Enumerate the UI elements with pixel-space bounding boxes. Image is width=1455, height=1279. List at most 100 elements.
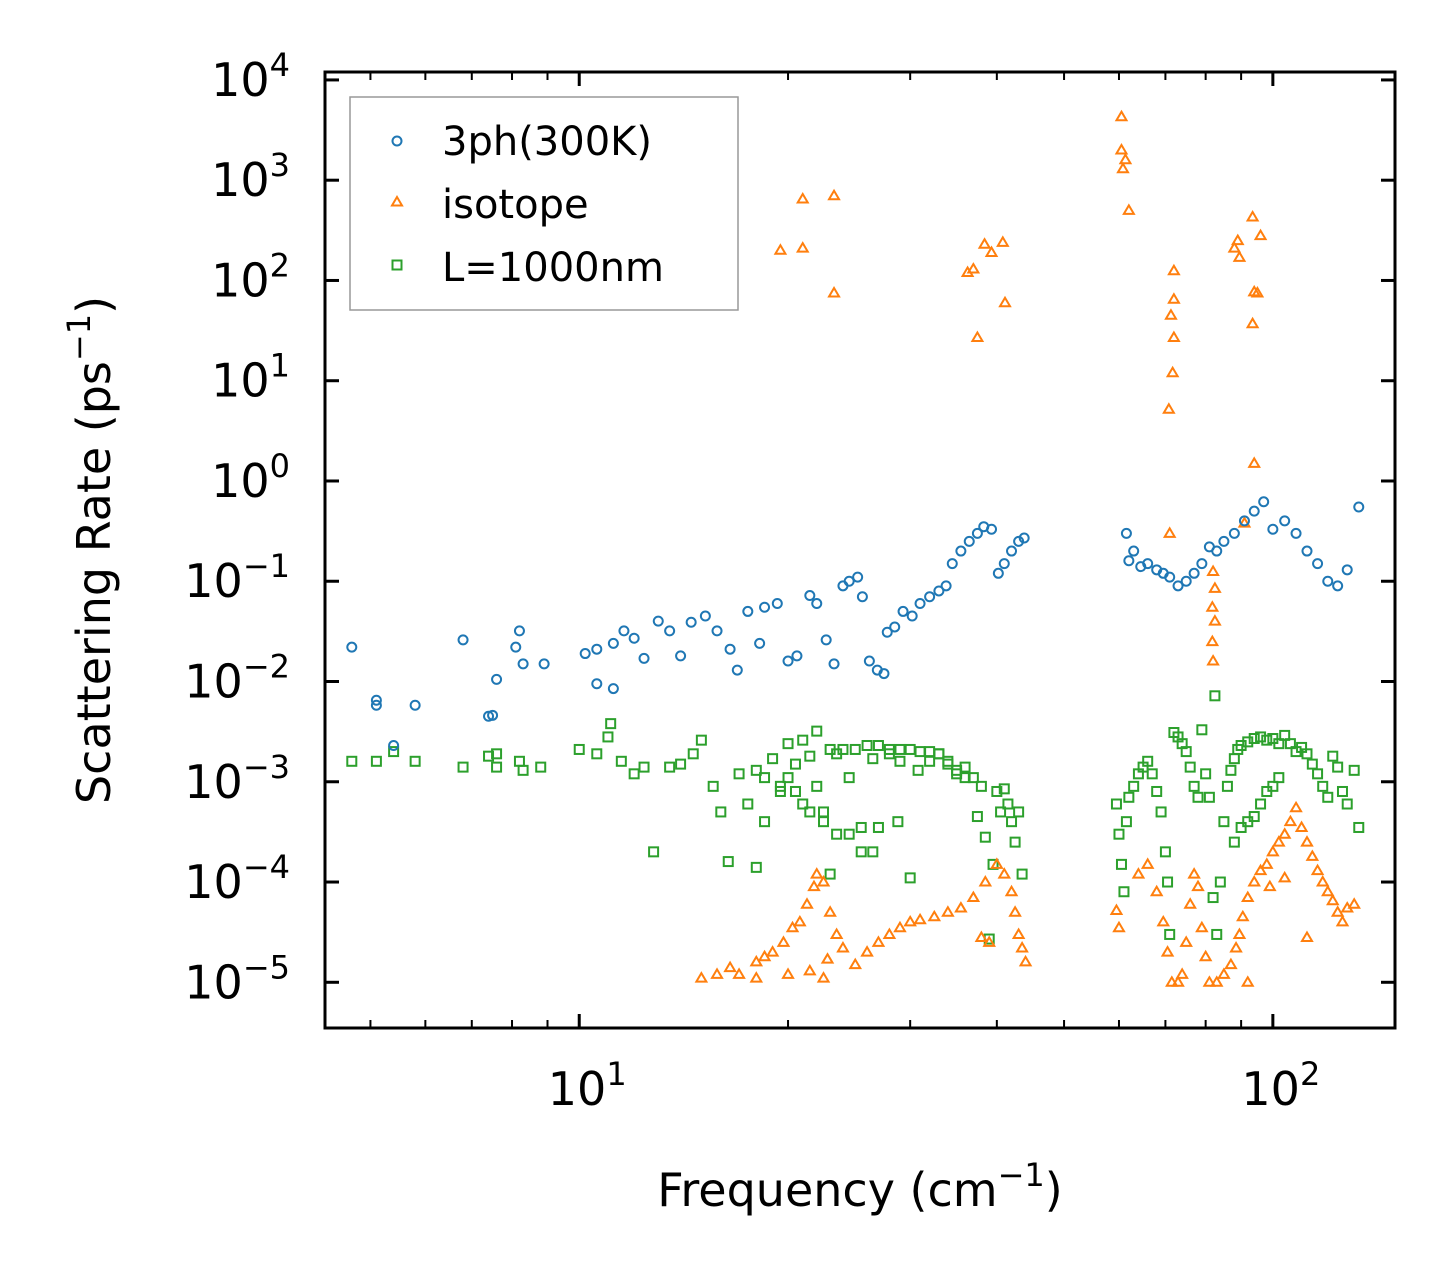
data-point-boundary (1159, 846, 1171, 858)
data-point-boundary (675, 758, 687, 770)
data-point-isotope (848, 957, 863, 970)
data-point-3ph (856, 591, 868, 603)
data-point-isotope (1247, 875, 1261, 887)
data-point-isotope (1253, 863, 1268, 876)
data-point-isotope (1202, 975, 1217, 987)
data-point-isotope (781, 967, 795, 979)
data-point-boundary (1113, 828, 1125, 840)
data-point-isotope (1179, 935, 1193, 947)
data-point-isotope (1167, 330, 1181, 342)
x-tick-label: 101 (548, 1055, 627, 1116)
data-point-isotope (1118, 152, 1133, 165)
data-point-isotope (941, 905, 955, 917)
data-point-boundary (1348, 764, 1360, 776)
series-L=1000nm (346, 690, 1365, 945)
data-point-3ph (828, 658, 840, 670)
data-point-isotope (1208, 581, 1222, 593)
data-point-isotope (816, 875, 831, 887)
data-point-boundary (1273, 772, 1285, 784)
data-point-isotope (1206, 654, 1220, 666)
axis-ticks (325, 72, 1395, 1028)
data-point-isotope (860, 945, 874, 957)
data-point-boundary (759, 816, 771, 828)
data-point-isotope (793, 914, 807, 927)
data-point-boundary (1221, 780, 1233, 792)
data-point-boundary (843, 828, 855, 840)
data-point-isotope (1165, 365, 1180, 378)
data-point-3ph (652, 615, 664, 627)
data-point-boundary (742, 798, 754, 810)
data-point-isotope (732, 967, 746, 979)
data-point-3ph (759, 601, 771, 613)
data-point-3ph (1128, 545, 1140, 557)
data-point-boundary (1155, 806, 1167, 818)
data-point-boundary (789, 758, 801, 770)
data-point-boundary (883, 743, 895, 755)
data-point-boundary (872, 739, 884, 751)
data-point-boundary (892, 816, 904, 828)
data-point-3ph (906, 610, 918, 622)
data-point-boundary (1327, 750, 1339, 762)
data-point-boundary (867, 846, 879, 858)
data-point-isotope (996, 235, 1010, 247)
data-point-isotope (978, 875, 993, 887)
data-point-boundary (951, 764, 963, 776)
data-point-boundary (1267, 780, 1279, 792)
data-point-isotope (816, 971, 831, 983)
data-point-3ph (1188, 567, 1200, 579)
data-point-boundary (517, 764, 529, 776)
data-point-boundary (1218, 816, 1230, 828)
data-point-isotope (1205, 600, 1220, 612)
data-point-isotope (1227, 241, 1242, 253)
data-point-boundary (605, 718, 617, 730)
data-point-boundary (1184, 761, 1196, 773)
data-point-boundary (1164, 928, 1176, 940)
data-point-3ph (538, 658, 550, 670)
data-point-isotope (710, 967, 724, 979)
data-point-isotope (1140, 857, 1155, 869)
data-point-isotope (1260, 857, 1274, 869)
data-point-isotope (785, 920, 800, 933)
data-point-isotope (1347, 897, 1361, 909)
data-point-boundary (722, 856, 734, 868)
data-point-boundary (942, 755, 954, 767)
data-point-boundary (457, 761, 469, 773)
data-point-3ph (1312, 558, 1324, 570)
plot-area-frame (323, 70, 1397, 1030)
data-point-3ph (1196, 558, 1208, 570)
data-point-isotope (807, 879, 821, 892)
data-point-isotope (984, 245, 999, 258)
data-point-boundary (872, 821, 884, 833)
data-point-3ph (513, 625, 525, 637)
data-point-isotope (1015, 940, 1029, 953)
data-point-3ph (579, 648, 591, 660)
data-point-isotope (1165, 975, 1179, 987)
data-point-isotope (990, 857, 1004, 869)
data-point-isotope (1008, 905, 1022, 917)
data-point-boundary (1341, 798, 1353, 810)
data-point-3ph (1258, 496, 1270, 508)
data-point-boundary (774, 780, 786, 792)
data-point-isotope (1018, 954, 1033, 967)
y-tick-label: 10−4 (184, 848, 290, 909)
data-point-isotope (1114, 109, 1129, 122)
data-point-isotope (1229, 940, 1243, 953)
data-point-3ph (409, 699, 421, 711)
data-point-boundary (831, 828, 843, 840)
data-point-isotope (1209, 975, 1224, 987)
data-point-boundary (1242, 736, 1254, 748)
data-point-boundary (750, 764, 762, 776)
data-point-3ph (1228, 527, 1240, 539)
data-point-3ph (881, 626, 893, 638)
data-point-boundary (811, 725, 823, 737)
data-point-boundary (1312, 768, 1324, 780)
data-point-boundary (707, 780, 719, 792)
data-point-isotope (1240, 890, 1255, 903)
data-point-isotope (829, 927, 844, 939)
data-point-isotope (970, 330, 985, 342)
data-point-boundary (912, 764, 924, 776)
data-point-boundary (797, 798, 809, 810)
data-point-boundary (818, 816, 830, 828)
data-point-boundary (573, 743, 585, 755)
data-point-3ph (591, 678, 603, 690)
